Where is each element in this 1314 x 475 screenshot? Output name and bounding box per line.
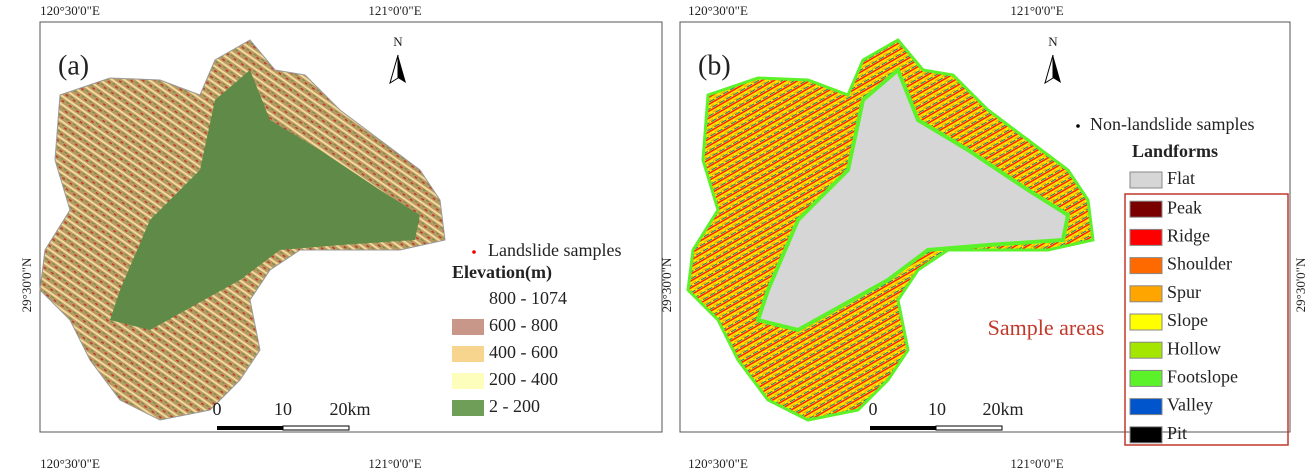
legend-samples: Non-landslide samples <box>1090 114 1254 134</box>
legend-label: Ridge <box>1167 226 1210 246</box>
legend-swatch <box>1129 285 1163 303</box>
north-label: N <box>393 34 403 49</box>
lon-label: 121°0'0"E <box>368 3 421 18</box>
legend-swatch <box>452 319 484 335</box>
legend-label: 800 - 1074 <box>489 288 567 308</box>
scale-label: 10 <box>928 399 946 419</box>
sample-symbol <box>472 250 476 254</box>
map-frame <box>39 21 663 433</box>
legend-swatch <box>1129 200 1163 218</box>
legend-samples: Landslide samples <box>488 240 621 260</box>
legend-title: Elevation(m) <box>452 262 552 283</box>
legend-swatch <box>452 346 484 362</box>
legend-label: Flat <box>1167 168 1195 188</box>
legend-title: Landforms <box>1132 141 1218 161</box>
scale-label: 0 <box>869 399 878 419</box>
lat-label: 29°30'0"N <box>1293 257 1308 312</box>
lon-label: 121°0'0"E <box>368 456 421 471</box>
scale-bar <box>282 425 350 431</box>
lat-label: 29°30'0"N <box>19 257 34 312</box>
lon-label: 120°30'0"E <box>688 456 748 471</box>
region-plain <box>110 70 420 330</box>
sample-symbol <box>1076 124 1080 128</box>
legend-label: 200 - 400 <box>489 369 558 389</box>
annotation: Sample areas <box>988 315 1105 340</box>
legend-label: 600 - 800 <box>489 315 558 335</box>
panel-label: (a) <box>58 50 89 81</box>
legend-label: 2 - 200 <box>489 396 540 416</box>
legend-label: Pit <box>1167 423 1187 443</box>
legend-label: Hollow <box>1167 338 1221 358</box>
legend-swatch <box>452 400 484 416</box>
map-frame <box>679 21 1291 433</box>
legend-label: Peak <box>1167 197 1202 217</box>
scale-bar <box>217 426 283 430</box>
scale-bar <box>935 425 1003 431</box>
lon-label: 121°0'0"E <box>1010 456 1063 471</box>
legend-label: 400 - 600 <box>489 342 558 362</box>
legend-swatch <box>1129 313 1163 331</box>
lat-label: 29°30'0"N <box>659 257 674 312</box>
lon-label: 120°30'0"E <box>40 3 100 18</box>
panel-b: 120°30'0"E 121°0'0"E 120°30'0"E 121°0'0"E 29… <box>659 3 1308 471</box>
north-arrow <box>1044 54 1054 85</box>
legend-swatch <box>452 373 484 389</box>
scale-label: 20km <box>329 399 370 419</box>
scale-bar <box>870 426 936 430</box>
scale-label: 10 <box>274 399 292 419</box>
legend-swatch <box>1129 398 1163 416</box>
legend-label: Footslope <box>1167 367 1238 387</box>
legend-label: Spur <box>1167 282 1201 302</box>
sample-area-box <box>1124 193 1289 446</box>
legend-swatch <box>1129 341 1163 359</box>
legend-label: Slope <box>1167 310 1208 330</box>
legend-swatch <box>1129 426 1163 444</box>
legend-label: Shoulder <box>1167 254 1232 274</box>
north-arrow <box>398 55 406 83</box>
legend-swatch <box>452 292 484 308</box>
north-label: N <box>1048 34 1058 49</box>
lon-label: 120°30'0"E <box>40 456 100 471</box>
lon-label: 120°30'0"E <box>688 3 748 18</box>
north-arrow <box>389 54 399 85</box>
scale-label: 0 <box>213 399 222 419</box>
lon-label: 121°0'0"E <box>1010 3 1063 18</box>
region-flat <box>755 66 1071 333</box>
legend-swatch <box>1129 257 1163 275</box>
panel-label: (b) <box>698 50 731 81</box>
north-arrow <box>1053 55 1061 83</box>
scale-label: 20km <box>982 399 1023 419</box>
legend-swatch <box>1129 228 1163 246</box>
legend-label: Valley <box>1167 395 1213 415</box>
panel-a: 120°30'0"E 121°0'0"E 120°30'0"E 121°0'0"E 29… <box>19 3 663 471</box>
legend-swatch <box>1129 369 1163 387</box>
legend-swatch <box>1129 171 1163 189</box>
